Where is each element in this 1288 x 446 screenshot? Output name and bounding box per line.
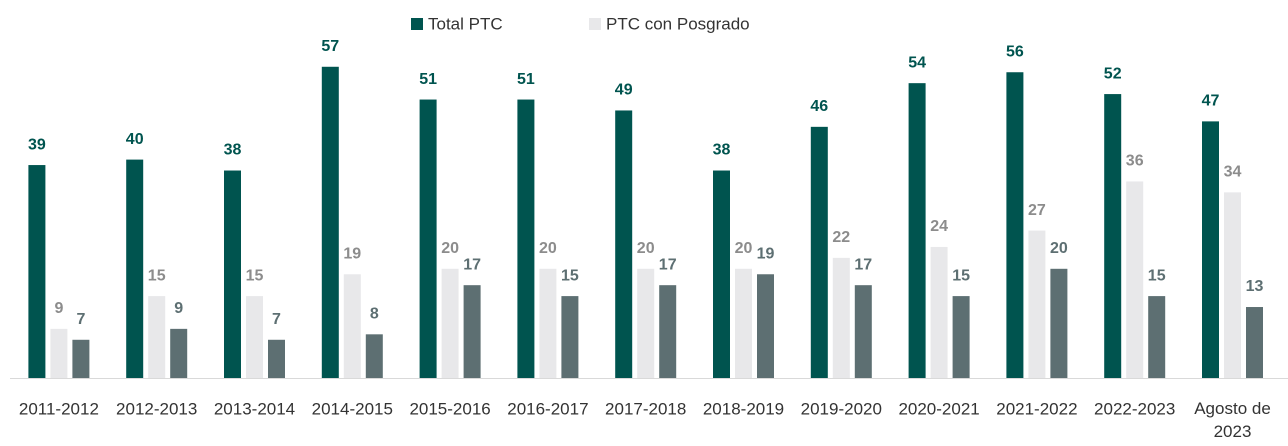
data-label: 20	[539, 240, 557, 257]
bar	[1224, 192, 1241, 378]
legend-swatch	[589, 18, 601, 30]
data-label: 9	[174, 300, 183, 317]
data-label: 19	[343, 245, 361, 262]
bar	[1246, 307, 1263, 378]
bar	[321, 66, 339, 378]
bar	[72, 339, 90, 378]
x-tick-label: 2014-2015	[312, 399, 393, 418]
bar	[365, 334, 383, 378]
bar	[1126, 181, 1144, 378]
data-label: 38	[224, 142, 242, 159]
bar	[126, 159, 144, 378]
x-tick-label: 2019-2020	[801, 399, 882, 418]
bar	[1202, 121, 1219, 378]
x-tick-label: 2021-2022	[996, 399, 1077, 418]
x-tick-label: Agosto de 2023	[1194, 399, 1271, 441]
bar	[50, 328, 68, 378]
data-label: 7	[76, 311, 85, 328]
bar	[1104, 94, 1122, 378]
data-label: 9	[54, 300, 63, 317]
data-label: 8	[370, 306, 379, 323]
data-label: 20	[735, 240, 753, 257]
x-tick-label: 2017-2018	[605, 399, 686, 418]
bar	[170, 328, 188, 378]
data-label: 52	[1104, 65, 1122, 82]
data-label: 15	[1148, 267, 1166, 284]
bar	[832, 257, 850, 378]
bar	[810, 126, 828, 378]
legend-label: PTC con Posgrado	[606, 14, 750, 33]
data-label: 57	[321, 38, 339, 55]
x-tick-label: 2022-2023	[1094, 399, 1175, 418]
data-label: 49	[615, 82, 633, 99]
bar	[1028, 230, 1046, 378]
data-label: 36	[1126, 153, 1144, 170]
data-label: 51	[517, 71, 535, 88]
x-tick-label: 2012-2013	[116, 399, 197, 418]
bar	[735, 268, 752, 378]
bar	[1050, 268, 1068, 378]
x-tick-label: 2018-2019	[703, 399, 784, 418]
data-label: 17	[659, 256, 677, 273]
data-label: 13	[1246, 278, 1264, 295]
bar	[268, 339, 285, 378]
data-label: 39	[28, 136, 46, 153]
data-label: 22	[832, 229, 850, 246]
x-tick-label: 2020-2021	[898, 399, 979, 418]
bar	[246, 296, 263, 378]
bar	[713, 170, 730, 378]
x-tick-label: 2015-2016	[409, 399, 490, 418]
data-label: 46	[810, 98, 828, 115]
bar	[854, 285, 872, 378]
bar	[28, 165, 46, 378]
data-label: 15	[561, 267, 579, 284]
x-tick-label: 2013-2014	[214, 399, 295, 418]
bar	[637, 268, 655, 378]
data-label: 34	[1224, 164, 1242, 181]
data-label: 20	[1050, 240, 1068, 257]
bar	[539, 268, 557, 378]
data-label: 15	[952, 267, 970, 284]
bar	[148, 296, 166, 378]
data-label: 20	[441, 240, 459, 257]
bar	[224, 170, 241, 378]
legend-swatch	[411, 18, 423, 30]
bar	[463, 285, 481, 378]
data-label: 27	[1028, 202, 1046, 219]
data-label: 7	[272, 311, 281, 328]
bar	[441, 268, 459, 378]
data-label: 15	[246, 267, 264, 284]
bar	[952, 296, 970, 378]
bar	[343, 274, 361, 378]
bar	[659, 285, 677, 378]
bar	[517, 99, 535, 378]
x-tick-label: 2016-2017	[507, 399, 588, 418]
data-label: 47	[1202, 93, 1220, 110]
bar	[930, 246, 948, 378]
data-label: 51	[419, 71, 437, 88]
data-label: 54	[908, 54, 926, 71]
data-label: 24	[930, 218, 948, 235]
data-label: 19	[757, 245, 775, 262]
bar	[1006, 72, 1024, 379]
data-label: 40	[126, 131, 144, 148]
bar	[615, 110, 633, 379]
bar	[561, 296, 579, 378]
data-label: 17	[854, 256, 872, 273]
bar	[1148, 296, 1166, 378]
bar	[757, 274, 774, 378]
data-label: 15	[148, 267, 166, 284]
data-label: 38	[713, 142, 731, 159]
bar	[908, 83, 926, 378]
bar	[419, 99, 437, 378]
legend-label: Total PTC	[428, 14, 503, 33]
data-label: 17	[463, 256, 481, 273]
data-label: 20	[637, 240, 655, 257]
data-label: 56	[1006, 43, 1024, 60]
x-tick-label: 2011-2012	[19, 399, 99, 418]
